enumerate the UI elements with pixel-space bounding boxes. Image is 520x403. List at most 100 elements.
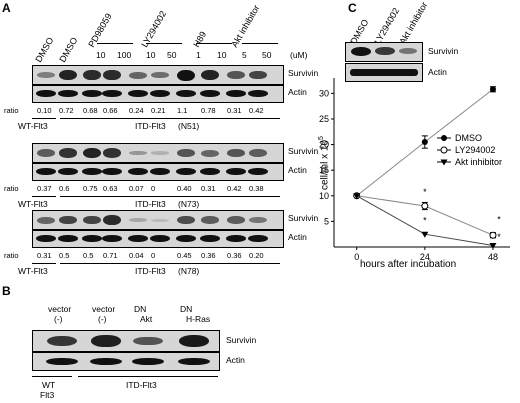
survivin-band — [227, 71, 245, 79]
actin-band — [150, 235, 170, 242]
legend-label: DMSO — [455, 133, 482, 143]
ratio-label: ratio — [4, 184, 19, 193]
lane-label-line2: (-) — [98, 314, 107, 324]
survivin-band — [83, 147, 101, 159]
panel-a-letter: A — [2, 1, 11, 15]
inset-actin-blot — [345, 63, 423, 82]
lane-label-line2: H-Ras — [186, 314, 211, 324]
actin-band — [58, 90, 78, 97]
survivin-band — [151, 151, 169, 155]
concentration-label: 10 — [96, 50, 106, 60]
legend-marker-akt — [440, 159, 448, 166]
inset-label-akt: Akt inhibitor — [397, 0, 430, 47]
ratio-value: 0.40 — [177, 184, 192, 193]
survivin-band — [179, 335, 209, 347]
ratio-value: 0.68 — [83, 106, 98, 115]
point-akt-inhibitor — [421, 231, 429, 238]
ratio-value: 0.63 — [103, 184, 118, 193]
series-line — [356, 88, 494, 197]
itd-label: ITD-Flt3 — [135, 121, 166, 131]
survivin-band — [47, 336, 77, 346]
ratio-value: 0.66 — [103, 106, 118, 115]
sample-label: (N78) — [178, 266, 200, 276]
survivin-band — [129, 150, 147, 156]
survivin-blot — [32, 210, 284, 230]
actin-band — [128, 235, 148, 242]
bracket-pd98059 — [97, 43, 133, 44]
actin-band — [82, 90, 102, 97]
actin-band — [36, 168, 56, 175]
point-akt-inhibitor — [489, 242, 497, 249]
wt-label-2: Flt3 — [40, 390, 55, 400]
actin-band — [226, 168, 246, 175]
survivin-blot — [32, 65, 284, 85]
unit-label: (uM) — [290, 50, 308, 60]
wt-label: WT-Flt3 — [18, 266, 48, 276]
survivin-band — [227, 149, 245, 157]
survivin-band — [103, 70, 121, 80]
survivin-band — [83, 70, 101, 80]
survivin-band — [37, 72, 55, 78]
actin-band — [226, 235, 246, 242]
ratio-value: 0.75 — [83, 184, 98, 193]
header-dmso-itd: DMSO — [57, 35, 80, 64]
survivin-band — [151, 218, 169, 222]
actin-band — [200, 235, 220, 242]
ratio-value: 0.5 — [83, 251, 94, 260]
inset-survivin-band — [375, 47, 395, 55]
concentration-label: 50 — [167, 50, 177, 60]
inset-survivin-band — [399, 48, 417, 54]
point-dmso — [489, 86, 496, 93]
actin-band — [248, 168, 268, 175]
concentration-label: 10 — [146, 50, 156, 60]
underline-itd — [60, 196, 280, 197]
ratio-value: 0.07 — [129, 184, 144, 193]
survivin-band — [133, 336, 163, 346]
legend-marker-dmso — [441, 135, 447, 141]
legend-label: Akt inhibitor — [455, 157, 502, 167]
survivin-band — [129, 71, 147, 79]
y-tick-label: 5 — [324, 216, 329, 226]
survivin-band — [249, 216, 267, 224]
inset-survivin-band — [351, 47, 371, 56]
actin-band — [82, 235, 102, 242]
ratio-value: 0.36 — [227, 251, 242, 260]
ratio-value: 0.04 — [129, 251, 144, 260]
ratio-value: 0.72 — [59, 106, 74, 115]
survivin-band — [59, 148, 77, 158]
point-dmso — [353, 192, 360, 199]
actin-band — [200, 168, 220, 175]
survivin-band — [227, 216, 245, 224]
lane-label-line2: (-) — [54, 314, 63, 324]
itd-label: ITD-Flt3 — [135, 266, 166, 276]
underline-wt — [32, 118, 56, 119]
point-ly294002 — [421, 202, 429, 210]
ylabel-superscript: 5 — [318, 136, 325, 140]
panel-b-letter: B — [2, 284, 11, 298]
series-line — [356, 195, 494, 246]
survivin-band — [249, 70, 267, 80]
actin-band — [226, 90, 246, 97]
itd-label: ITD-Flt3 — [126, 380, 157, 390]
ratio-value: 0.71 — [103, 251, 118, 260]
underline-wt — [32, 196, 56, 197]
actin-blot — [32, 163, 284, 181]
panel-c-letter: C — [348, 1, 357, 15]
ratio-value: 0.31 — [227, 106, 242, 115]
lane-label-line1: DN — [134, 304, 147, 314]
sample-label: (N73) — [178, 199, 200, 209]
survivin-band — [201, 69, 219, 81]
survivin-label: Survivin — [288, 213, 319, 223]
ratio-value: 0.36 — [201, 251, 216, 260]
ratio-value: 0 — [151, 251, 156, 260]
ratio-value: 0.21 — [151, 106, 166, 115]
survivin-band — [59, 69, 77, 81]
actin-blot — [32, 85, 284, 103]
underline-itd — [60, 263, 280, 264]
actin-label: Actin — [288, 87, 307, 97]
panel-b-actin-blot — [32, 352, 220, 371]
actin-band — [90, 358, 122, 365]
actin-band — [58, 235, 78, 242]
actin-band — [150, 168, 170, 175]
ratio-value: 0 — [151, 184, 156, 193]
